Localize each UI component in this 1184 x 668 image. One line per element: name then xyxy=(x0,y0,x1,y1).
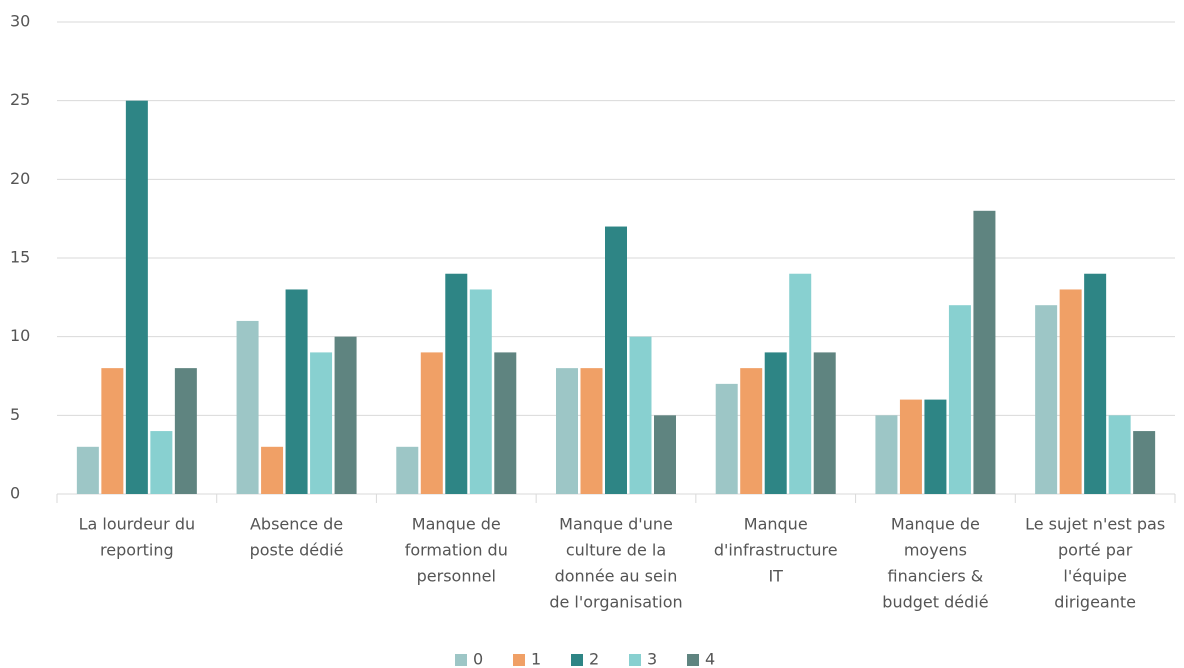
bar xyxy=(1133,431,1156,494)
x-tick-label: Manque d'une xyxy=(559,515,673,534)
bar xyxy=(261,446,284,494)
x-tick-label: Absence de xyxy=(250,515,343,534)
x-tick-label: porté par xyxy=(1058,541,1133,560)
x-tick-label: dirigeante xyxy=(1054,593,1136,612)
bar xyxy=(629,336,652,494)
bar xyxy=(875,415,898,494)
legend-label: 3 xyxy=(647,650,657,668)
legend-label: 4 xyxy=(705,650,715,668)
bar xyxy=(1084,273,1107,494)
x-tick-label: moyens xyxy=(904,541,967,560)
bar xyxy=(494,352,517,494)
bar xyxy=(469,289,492,494)
bar xyxy=(101,368,124,494)
x-tick-label: financiers & xyxy=(888,567,984,586)
bar xyxy=(125,100,148,495)
bar xyxy=(899,399,922,494)
x-tick-label: Manque xyxy=(744,515,808,534)
bar xyxy=(1059,289,1082,494)
bar xyxy=(445,273,468,494)
legend-label: 1 xyxy=(531,650,541,668)
bar xyxy=(580,368,603,494)
bar xyxy=(1035,305,1058,494)
bar xyxy=(150,431,173,494)
bar xyxy=(76,446,99,494)
bar xyxy=(654,415,676,494)
legend-swatch xyxy=(571,654,583,666)
legend-swatch xyxy=(687,654,699,666)
bar xyxy=(740,368,763,494)
x-tick-label: IT xyxy=(768,567,783,586)
bar xyxy=(813,352,836,494)
bar xyxy=(1108,415,1131,494)
x-tick-label: culture de la xyxy=(566,541,666,560)
bar xyxy=(396,446,419,494)
bar xyxy=(310,352,333,494)
x-tick-label: formation du xyxy=(405,541,508,560)
x-tick-label: Manque de xyxy=(891,515,980,534)
y-tick-label: 30 xyxy=(10,12,30,31)
bar xyxy=(948,305,971,494)
x-tick-label: budget dédié xyxy=(882,593,988,612)
bar xyxy=(285,289,308,494)
bar xyxy=(789,273,812,494)
legend-swatch xyxy=(513,654,525,666)
x-tick-label: d'infrastructure xyxy=(714,541,838,560)
x-tick-label: personnel xyxy=(417,567,496,586)
legend-label: 2 xyxy=(589,650,599,668)
legend-swatch xyxy=(629,654,641,666)
x-tick-label: poste dédié xyxy=(250,541,344,560)
y-tick-label: 15 xyxy=(10,248,30,267)
x-tick-label: Manque de xyxy=(412,515,501,534)
bar xyxy=(556,368,578,494)
legend-swatch xyxy=(455,654,467,666)
x-tick-label: l'équipe xyxy=(1063,567,1126,586)
y-tick-label: 0 xyxy=(10,484,20,503)
legend-label: 0 xyxy=(473,650,483,668)
bar xyxy=(334,336,357,494)
x-tick-label: reporting xyxy=(100,541,174,560)
bar xyxy=(236,320,259,494)
x-tick-label: de l'organisation xyxy=(549,593,682,612)
bar xyxy=(605,226,627,495)
x-tick-label: La lourdeur du xyxy=(79,515,196,534)
bar xyxy=(420,352,443,494)
x-tick-label: Le sujet n'est pas xyxy=(1025,515,1165,534)
bar xyxy=(924,399,947,494)
bar xyxy=(715,383,738,494)
y-tick-label: 20 xyxy=(10,169,30,188)
bar xyxy=(764,352,787,494)
y-tick-label: 25 xyxy=(10,90,30,109)
y-tick-label: 5 xyxy=(10,405,20,424)
x-tick-label: donnée au sein xyxy=(555,567,678,586)
y-tick-label: 10 xyxy=(10,326,30,345)
bar xyxy=(973,210,996,495)
bar xyxy=(174,368,197,494)
